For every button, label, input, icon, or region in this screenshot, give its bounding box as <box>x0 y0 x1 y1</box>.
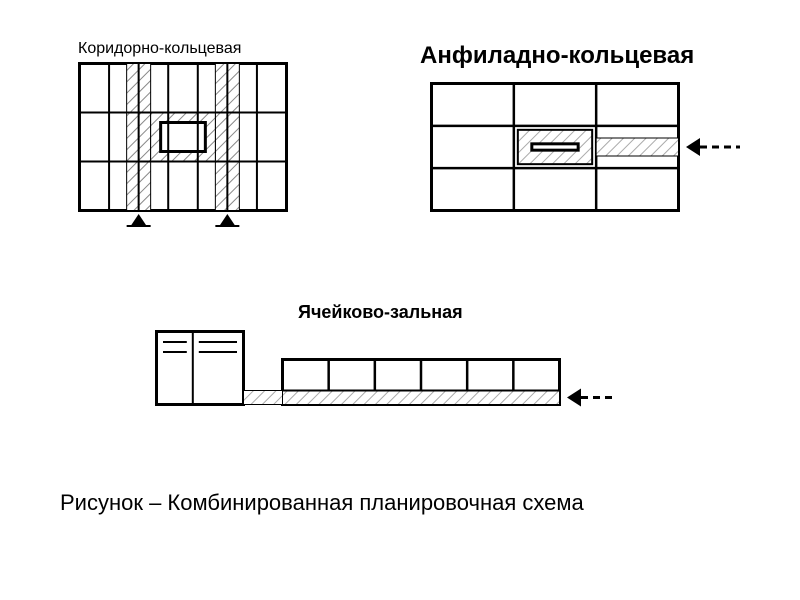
diagram3-label: Ячейково-зальная <box>298 302 463 323</box>
diagram1-label: Коридорно-кольцевая <box>78 40 241 58</box>
diagram3 <box>155 330 641 412</box>
diagram2 <box>430 82 760 212</box>
diagram1 <box>78 62 288 232</box>
figure-caption: Рисунок – Комбинированная планировочная … <box>60 490 620 516</box>
diagram2-label: Анфиладно-кольцевая <box>420 42 694 70</box>
